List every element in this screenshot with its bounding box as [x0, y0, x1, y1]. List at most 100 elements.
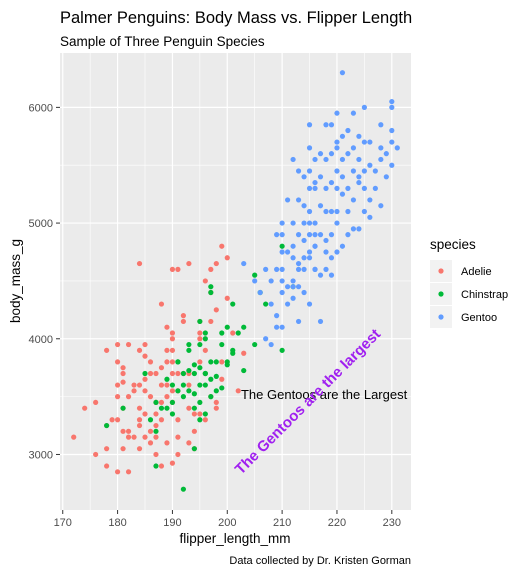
x-tick-label: 210: [273, 517, 291, 529]
y-tick-label: 3000: [29, 449, 53, 461]
point-gentoo: [295, 266, 302, 272]
point-chinstrap: [191, 370, 197, 377]
point-chinstrap: [213, 359, 219, 365]
point-adelie: [136, 405, 143, 411]
point-gentoo: [323, 185, 329, 191]
point-adelie: [125, 434, 132, 440]
point-gentoo: [279, 278, 285, 284]
point-adelie: [114, 394, 121, 400]
point-adelie: [158, 301, 165, 307]
legend-label-gentoo: Gentoo: [461, 312, 497, 324]
point-adelie: [120, 370, 126, 377]
point-chinstrap: [197, 382, 203, 388]
point-gentoo: [350, 226, 357, 232]
point-gentoo: [317, 272, 324, 278]
point-adelie: [114, 341, 121, 348]
point-gentoo: [317, 232, 324, 238]
point-gentoo: [285, 301, 291, 307]
point-chinstrap: [197, 399, 203, 406]
point-adelie: [175, 417, 181, 423]
y-tick-label: 4000: [29, 334, 53, 346]
point-adelie: [136, 446, 143, 452]
point-gentoo: [350, 168, 357, 174]
point-chinstrap: [208, 394, 214, 400]
point-chinstrap: [197, 365, 203, 371]
point-gentoo: [356, 179, 362, 186]
point-adelie: [136, 260, 143, 267]
point-chinstrap: [180, 382, 186, 388]
point-gentoo: [328, 232, 335, 238]
legend-key-gentoo: [438, 314, 444, 320]
point-gentoo: [339, 70, 346, 76]
point-gentoo: [301, 255, 307, 261]
point-adelie: [158, 365, 165, 371]
point-chinstrap: [202, 336, 208, 342]
point-adelie: [219, 376, 225, 382]
point-chinstrap: [191, 405, 197, 411]
point-chinstrap: [186, 341, 192, 348]
point-adelie: [136, 422, 143, 429]
point-gentoo: [361, 208, 367, 215]
point-gentoo: [301, 203, 307, 209]
point-gentoo: [268, 341, 274, 348]
y-tick-label: 6000: [29, 102, 53, 114]
point-gentoo: [306, 220, 313, 226]
legend: species Adelie Chinstrap Gentoo: [430, 237, 508, 328]
point-adelie: [175, 451, 181, 458]
point-adelie: [169, 336, 176, 342]
point-adelie: [241, 350, 247, 356]
point-gentoo: [350, 197, 357, 203]
point-chinstrap: [213, 388, 219, 394]
point-adelie: [175, 266, 181, 272]
point-gentoo: [334, 139, 340, 145]
point-adelie: [186, 405, 192, 411]
point-adelie: [186, 382, 192, 388]
point-adelie: [153, 370, 159, 377]
point-gentoo: [323, 122, 329, 128]
point-adelie: [197, 359, 203, 365]
point-gentoo: [263, 336, 269, 342]
point-adelie: [142, 353, 148, 359]
point-chinstrap: [279, 347, 285, 353]
point-adelie: [158, 399, 165, 406]
point-adelie: [197, 411, 203, 417]
point-gentoo: [394, 145, 400, 151]
x-axis-ticks: 170 180 190 200 210 220 230: [54, 510, 401, 529]
point-gentoo: [274, 313, 280, 319]
point-gentoo: [274, 324, 280, 330]
point-chinstrap: [191, 391, 197, 397]
point-gentoo: [312, 179, 318, 186]
point-gentoo: [317, 151, 324, 157]
point-chinstrap: [263, 301, 269, 307]
point-chinstrap: [169, 382, 176, 388]
point-gentoo: [306, 232, 313, 238]
point-adelie: [104, 446, 110, 452]
chart-subtitle: Sample of Three Penguin Species: [60, 34, 265, 49]
point-gentoo: [301, 174, 307, 180]
point-gentoo: [274, 266, 280, 272]
point-adelie: [93, 451, 99, 458]
point-gentoo: [263, 266, 269, 272]
point-gentoo: [317, 203, 324, 209]
point-gentoo: [323, 208, 329, 215]
point-gentoo: [290, 243, 296, 249]
point-chinstrap: [213, 373, 219, 379]
point-gentoo: [350, 110, 357, 116]
point-gentoo: [306, 122, 313, 128]
point-adelie: [131, 434, 137, 440]
point-chinstrap: [202, 411, 208, 417]
point-gentoo: [312, 156, 318, 163]
point-adelie: [114, 469, 121, 475]
point-gentoo: [285, 284, 291, 290]
point-adelie: [164, 347, 170, 353]
point-chinstrap: [191, 362, 197, 368]
data-points: [71, 70, 400, 492]
point-adelie: [180, 313, 186, 319]
point-adelie: [197, 336, 203, 342]
point-adelie: [175, 434, 181, 440]
point-adelie: [213, 405, 219, 411]
point-chinstrap: [164, 405, 170, 411]
point-gentoo: [295, 284, 302, 290]
point-adelie: [186, 440, 192, 446]
point-chinstrap: [241, 324, 247, 330]
